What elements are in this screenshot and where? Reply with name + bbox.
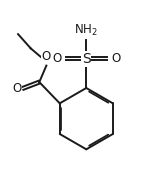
Text: O: O bbox=[52, 52, 61, 65]
Text: O: O bbox=[12, 82, 21, 95]
Text: NH$_2$: NH$_2$ bbox=[74, 23, 98, 38]
Text: O: O bbox=[112, 52, 121, 65]
Text: O: O bbox=[42, 50, 51, 63]
Text: S: S bbox=[82, 52, 91, 66]
